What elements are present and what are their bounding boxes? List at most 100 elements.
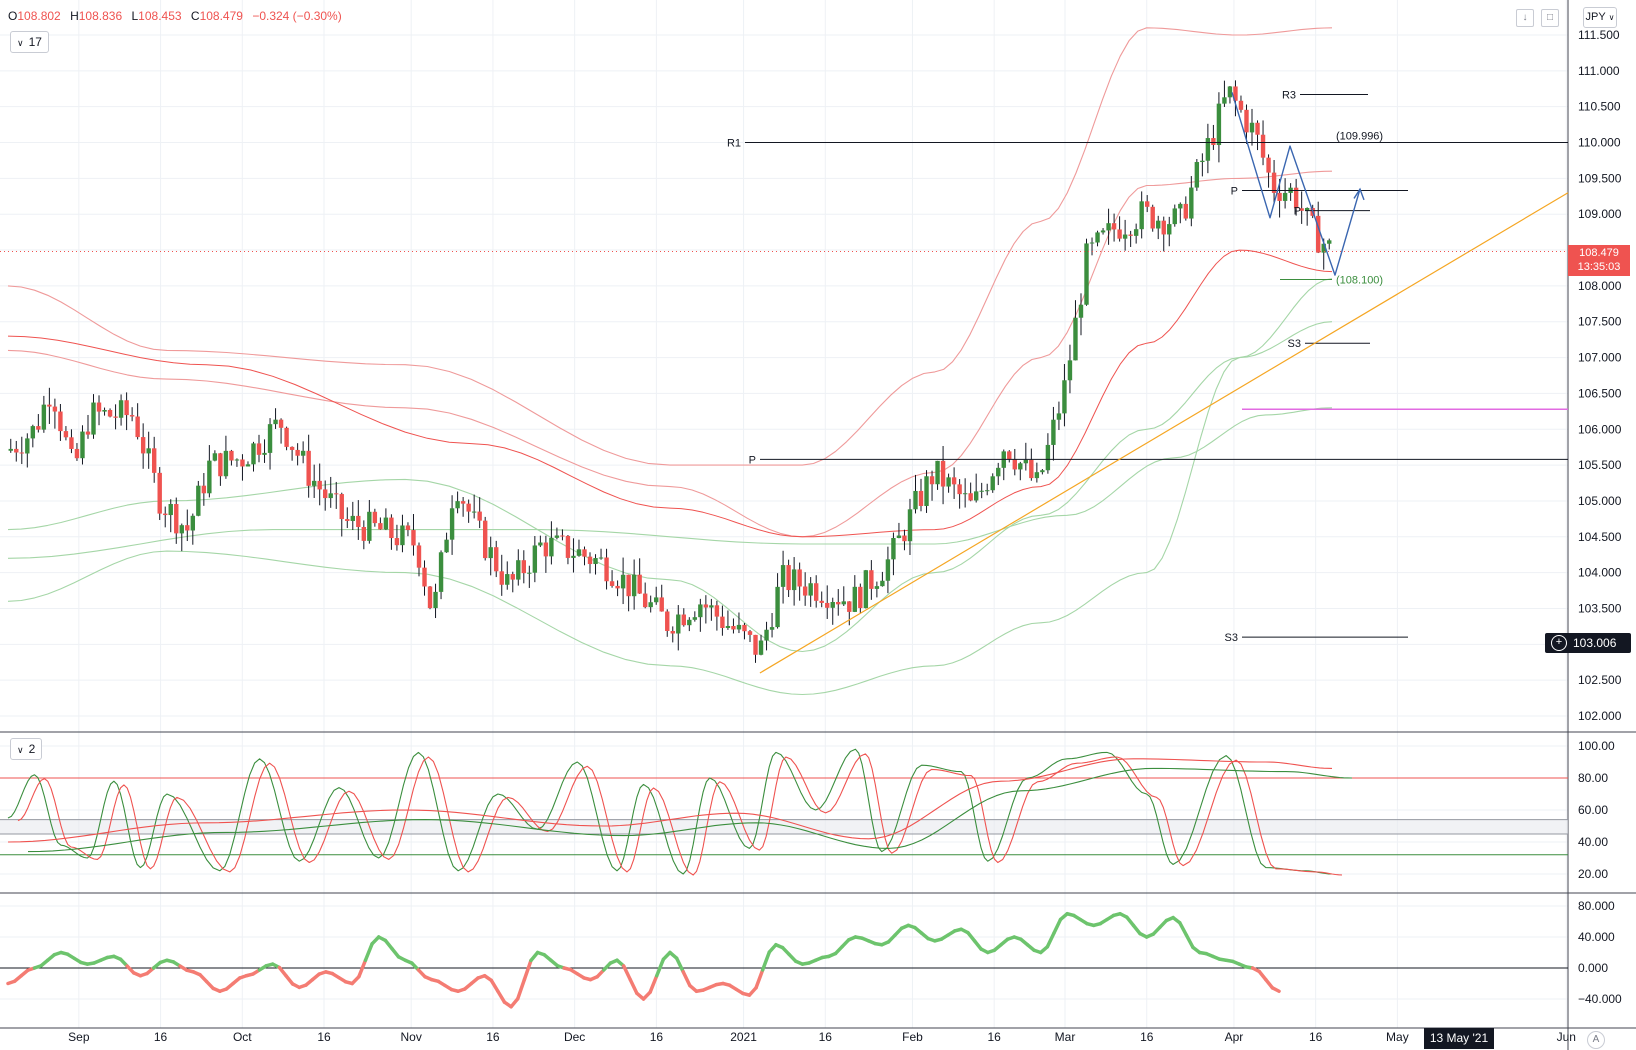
candle-down[interactable] [714,605,720,617]
candle-down[interactable] [929,476,935,485]
candle-down[interactable] [951,477,957,485]
candle-down[interactable] [510,574,515,580]
candle-down[interactable] [1007,451,1012,460]
candle-up[interactable] [30,426,36,439]
maximize-icon[interactable]: □ [1541,9,1559,27]
candle-down[interactable] [1293,187,1299,209]
candle-up[interactable] [1045,444,1051,471]
candle-up[interactable] [1205,138,1211,161]
candle-down[interactable] [604,557,609,582]
candle-down[interactable] [113,416,118,418]
candle-down[interactable] [587,556,593,565]
candle-up[interactable] [1200,160,1205,163]
crosshair-price-tag[interactable]: +103.006 [1545,633,1631,653]
candle-down[interactable] [1012,459,1017,470]
trendline[interactable] [759,192,1569,674]
candle-down[interactable] [1244,109,1249,133]
candle-up[interactable] [1078,304,1084,318]
candle-down[interactable] [140,437,146,454]
candle-up[interactable] [758,640,764,655]
candle-up[interactable] [1304,207,1310,211]
candle-down[interactable] [477,511,482,521]
candle-up[interactable] [863,570,869,609]
candle-up[interactable] [736,624,742,630]
candle-down[interactable] [36,426,41,430]
candle-up[interactable] [687,619,692,626]
candle-down[interactable] [356,515,361,527]
candle-down[interactable] [1260,134,1266,158]
candle-down[interactable] [543,542,549,557]
candle-up[interactable] [1067,360,1073,381]
candle-up[interactable] [880,580,885,587]
candle-up[interactable] [791,569,797,591]
candle-up[interactable] [471,511,477,513]
candle-down[interactable] [582,549,587,557]
candle-down[interactable] [96,402,102,412]
candle-down[interactable] [1029,459,1034,479]
candle-down[interactable] [278,419,284,428]
candle-up[interactable] [1089,242,1095,244]
candle-down[interactable] [289,446,295,450]
candle-up[interactable] [654,597,659,603]
candle-down[interactable] [69,437,74,449]
candle-up[interactable] [207,460,212,494]
candle-down[interactable] [494,547,499,572]
candle-up[interactable] [571,555,576,558]
candle-up[interactable] [146,448,151,454]
candle-down[interactable] [869,570,874,589]
candle-down[interactable] [345,519,350,522]
candle-down[interactable] [665,611,670,631]
candle-down[interactable] [1128,234,1133,236]
candle-up[interactable] [383,517,389,530]
auto-scale-button[interactable]: A [1587,1031,1605,1049]
candle-up[interactable] [8,448,13,451]
candle-down[interactable] [135,416,140,438]
candle-up[interactable] [676,614,681,634]
candle-up[interactable] [300,450,306,456]
candle-up[interactable] [196,485,201,516]
candle-up[interactable] [769,627,775,630]
candle-up[interactable] [444,539,449,553]
download-arrow-icon[interactable]: ↓ [1516,9,1534,27]
candle-up[interactable] [367,511,372,541]
candle-up[interactable] [1073,317,1078,361]
candle-up[interactable] [830,601,835,608]
candle-up[interactable] [1106,223,1111,231]
candle-down[interactable] [753,634,758,655]
candle-up[interactable] [1282,192,1288,201]
candle-up[interactable] [962,493,968,495]
candle-up[interactable] [631,574,637,597]
candle-down[interactable] [317,480,322,490]
candle-up[interactable] [118,400,124,418]
candle-down[interactable] [1144,201,1150,207]
candle-down[interactable] [521,560,527,574]
candle-up[interactable] [907,509,913,542]
candle-up[interactable] [1222,97,1227,104]
candle-up[interactable] [996,467,1001,477]
candle-up[interactable] [576,549,582,556]
candle-down[interactable] [63,431,69,438]
candle-down[interactable] [670,630,675,634]
candle-up[interactable] [433,591,438,609]
candle-down[interactable] [802,586,808,596]
candle-up[interactable] [41,404,47,430]
candle-up[interactable] [648,602,653,608]
candle-up[interactable] [973,491,979,501]
candle-up[interactable] [25,438,30,454]
candle-down[interactable] [58,411,63,432]
candle-up[interactable] [1327,240,1332,244]
candle-up[interactable] [449,508,455,540]
candle-up[interactable] [780,565,786,587]
candle-up[interactable] [251,443,256,465]
candle-up[interactable] [1040,470,1045,473]
candle-up[interactable] [1172,208,1177,225]
candle-down[interactable] [19,452,24,454]
candle-down[interactable] [389,517,394,539]
candle-down[interactable] [163,513,168,516]
candle-up[interactable] [985,490,990,492]
candle-up[interactable] [549,537,554,557]
candle-up[interactable] [885,559,891,581]
candle-down[interactable] [482,520,488,559]
candle-down[interactable] [394,538,400,546]
candle-up[interactable] [946,477,951,487]
